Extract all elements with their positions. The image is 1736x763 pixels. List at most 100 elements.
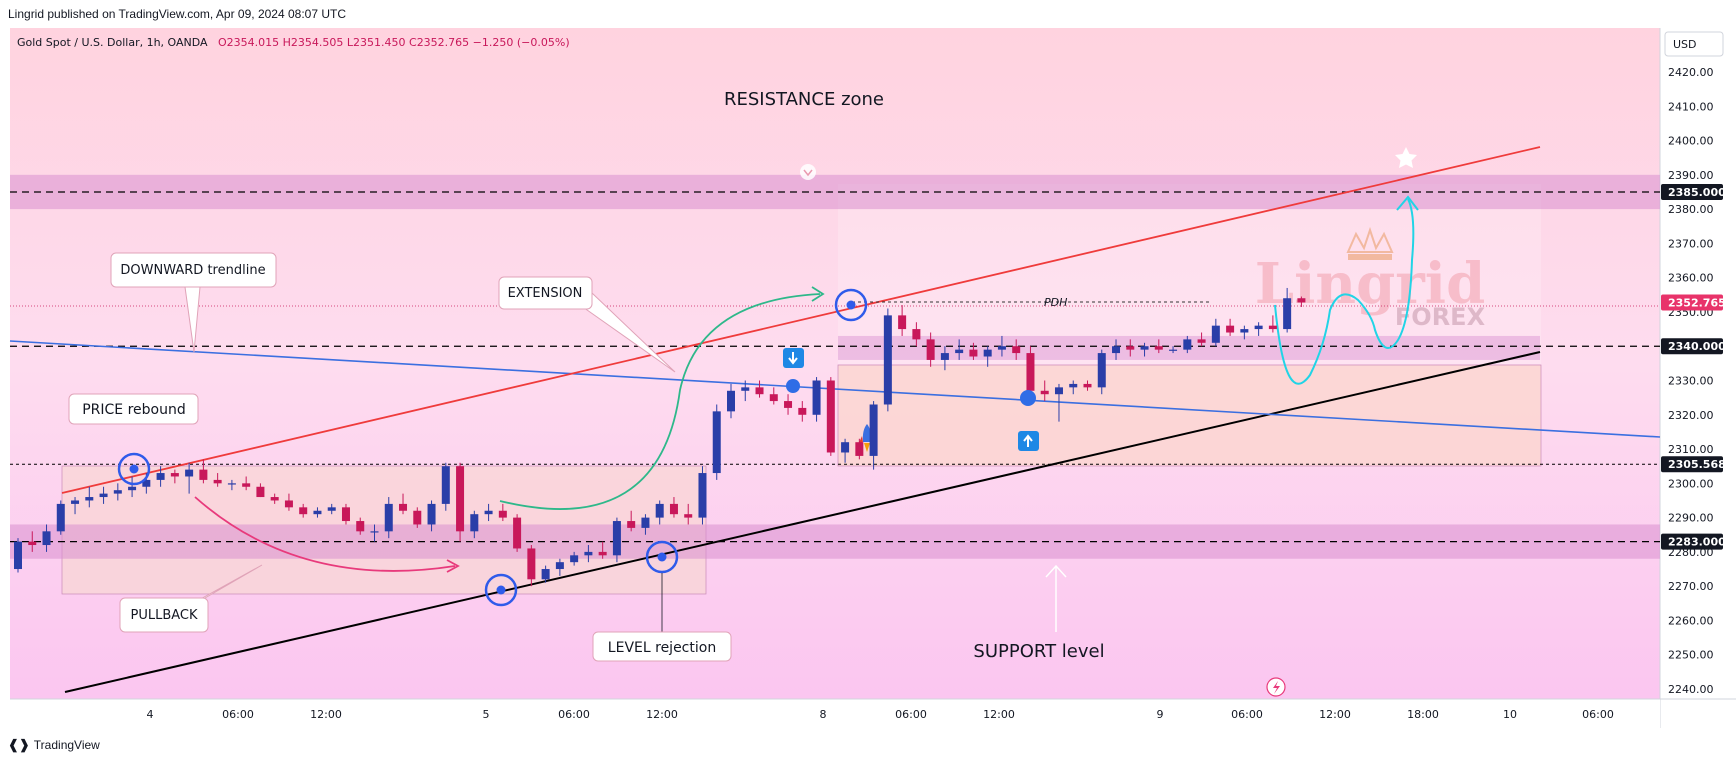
- candle: [399, 493, 408, 515]
- symbol-legend[interactable]: Gold Spot / U.S. Dollar, 1h, OANDA O2354…: [17, 36, 570, 49]
- candle: [1083, 380, 1092, 391]
- x-tick-label: 06:00: [895, 708, 927, 721]
- candle: [912, 322, 921, 347]
- extension-callout: [498, 276, 593, 310]
- pullback-low-marker: [484, 573, 518, 607]
- y-tick-label: 2370.00: [1668, 237, 1714, 250]
- extension-callout-tail: [579, 292, 676, 373]
- rebound-callout: [68, 393, 199, 425]
- y-tick-label: 2240.00: [1668, 683, 1714, 696]
- event-down-icon[interactable]: [800, 164, 816, 180]
- y-tick-label: 2300.00: [1668, 477, 1714, 490]
- y-tick-label: 2320.00: [1668, 409, 1714, 422]
- candle: [855, 438, 864, 460]
- x-tick-label: 12:00: [646, 708, 678, 721]
- rejection-callout: [592, 631, 732, 662]
- lightning-icon[interactable]: [1266, 677, 1286, 697]
- candle: [1197, 332, 1206, 347]
- candle: [1097, 349, 1106, 395]
- x-tick-label: 8: [820, 708, 827, 721]
- candle: [926, 332, 935, 367]
- candle: [384, 497, 393, 539]
- y-tick-label: 2290.00: [1668, 512, 1714, 525]
- support-level-label: SUPPORT level: [973, 641, 1104, 662]
- y-tick-label: 2410.00: [1668, 100, 1714, 113]
- ohlc-text: O2354.015 H2354.505 L2351.450 C2352.765 …: [218, 36, 570, 49]
- price-label-text: 2352.765: [1668, 296, 1726, 309]
- candle: [541, 565, 550, 583]
- candle: [199, 459, 208, 484]
- footer: ❰❱ TradingView: [8, 737, 100, 753]
- candle: [727, 383, 735, 419]
- candle: [798, 401, 807, 422]
- downward-trendline[interactable]: [9, 340, 1661, 438]
- candle: [940, 346, 949, 371]
- candle: [1069, 380, 1078, 395]
- y-tick-label: 2390.00: [1668, 169, 1714, 182]
- candle: [341, 503, 350, 525]
- price-label-text: 2305.568: [1668, 458, 1726, 471]
- time-axis-panel: [10, 699, 1660, 728]
- x-tick-label: 12:00: [983, 708, 1015, 721]
- candle: [712, 404, 721, 480]
- y-tick-label: 2330.00: [1668, 375, 1714, 388]
- upper-trendline[interactable]: [61, 146, 1541, 494]
- candle: [570, 551, 579, 566]
- candle: [555, 558, 564, 576]
- candle: [14, 538, 22, 573]
- y-tick-label: 2400.00: [1668, 135, 1714, 148]
- candle: [313, 507, 322, 518]
- price-axis-panel: [1660, 28, 1736, 699]
- candle: [227, 479, 236, 491]
- pullback-callout-tail: [187, 564, 263, 607]
- candle: [56, 500, 65, 535]
- candle: [1226, 318, 1235, 336]
- candle: [113, 483, 122, 501]
- sell-dot: [786, 379, 800, 393]
- candle: [1211, 318, 1220, 347]
- candle: [1268, 315, 1277, 333]
- zone-support: [10, 524, 1660, 559]
- downward-callout-tail: [184, 286, 201, 353]
- extension-arrow: [499, 293, 821, 510]
- candle: [185, 462, 194, 494]
- candle: [969, 342, 978, 360]
- rejection-callout-text: LEVEL rejection: [608, 640, 716, 656]
- candle: [841, 438, 850, 463]
- y-tick-label: 2420.00: [1668, 66, 1714, 79]
- currency-button[interactable]: [1664, 31, 1724, 57]
- price-label-badge: [1661, 456, 1723, 473]
- resistance-zone-label: RESISTANCE zone: [724, 89, 884, 110]
- candle: [299, 503, 308, 518]
- candle: [71, 497, 80, 515]
- footer-brand: TradingView: [33, 738, 100, 752]
- forecast-path: [1274, 198, 1415, 385]
- candle: [1054, 383, 1063, 422]
- candle: [513, 514, 522, 552]
- support-arrow-head: [1045, 564, 1067, 578]
- candle: [655, 500, 664, 525]
- y-tick-label: 2360.00: [1668, 272, 1714, 285]
- candle: [441, 462, 450, 511]
- candle: [1040, 380, 1049, 402]
- currency-label: USD: [1673, 38, 1697, 51]
- candle: [370, 524, 379, 542]
- buy-dot: [1020, 390, 1036, 406]
- candle: [128, 476, 137, 498]
- x-tick-label: 5: [483, 708, 490, 721]
- candle: [997, 335, 1006, 357]
- candle: [1112, 339, 1121, 360]
- candle: [898, 305, 907, 336]
- pdh-label: PDH: [1044, 296, 1067, 309]
- candle: [170, 469, 179, 484]
- target-star-icon: [1395, 147, 1417, 168]
- support-trendline[interactable]: [64, 351, 1541, 693]
- x-tick-label: 06:00: [1582, 708, 1614, 721]
- rocket-icon: [858, 424, 876, 452]
- price-label-badge: [1661, 183, 1723, 200]
- pullback-callout-text: PULLBACK: [130, 608, 198, 623]
- y-tick-label: 2270.00: [1668, 580, 1714, 593]
- candle: [213, 473, 222, 487]
- candle: [883, 308, 892, 412]
